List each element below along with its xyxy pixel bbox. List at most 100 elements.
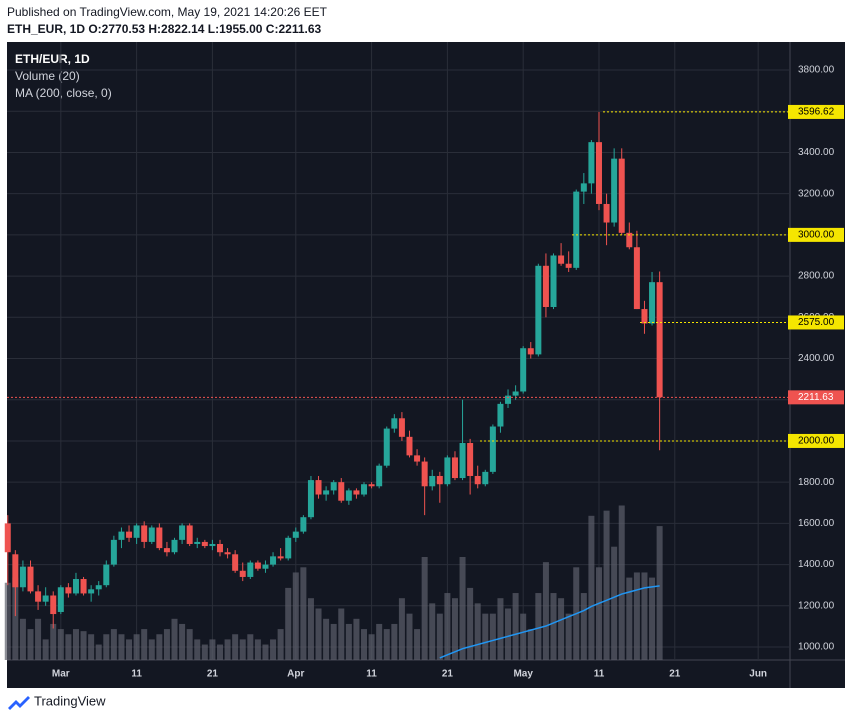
volume-bar: [489, 613, 496, 660]
volume-bar: [171, 618, 178, 660]
candle-body: [383, 428, 390, 466]
candle-body: [580, 183, 587, 192]
candle-body: [429, 475, 436, 487]
candle-body: [262, 564, 269, 569]
volume-bar: [194, 639, 201, 660]
candle-body: [300, 517, 307, 532]
volume-bar: [558, 598, 565, 660]
candle-body: [520, 348, 527, 392]
volume-bar: [368, 634, 375, 660]
candle-body: [224, 552, 231, 555]
candle-body: [451, 457, 458, 479]
volume-bar: [474, 603, 481, 660]
volume-bar: [626, 577, 633, 660]
volume-bar: [414, 629, 421, 660]
volume-bar: [459, 557, 466, 660]
volume-bar: [353, 618, 360, 660]
candle-body: [505, 395, 512, 404]
header: Published on TradingView.com, May 19, 20…: [7, 5, 328, 19]
volume-bar: [330, 623, 337, 660]
x-tick-label: May: [513, 669, 533, 680]
candle-body: [156, 527, 163, 549]
volume-bar: [110, 629, 117, 660]
candle-body: [118, 531, 125, 540]
x-tick-label: 11: [131, 669, 142, 680]
volume-bar: [148, 639, 155, 660]
x-tick-label: 21: [669, 669, 681, 680]
volume-bar: [550, 593, 557, 660]
candle-body: [398, 418, 405, 437]
candle-body: [307, 480, 314, 518]
volume-bar: [216, 644, 223, 660]
volume-bar: [641, 572, 648, 660]
candle-body: [216, 543, 223, 553]
volume-bar: [42, 639, 49, 660]
candle-body: [50, 595, 57, 615]
candle-body: [27, 566, 34, 592]
y-tick-label: 3400.00: [798, 147, 835, 158]
volume-bar: [633, 572, 640, 660]
candle-body: [656, 282, 663, 398]
last-price-bg: [788, 390, 844, 405]
candle-body: [186, 525, 193, 544]
candle-body: [12, 554, 19, 588]
volume-bar: [376, 623, 383, 660]
volume-bar: [201, 644, 208, 660]
volume-bar: [4, 582, 11, 660]
chart-title: ETH/EUR, 1D: [15, 52, 90, 66]
volume-bar: [65, 634, 72, 660]
candle-body: [239, 570, 246, 577]
candle-body: [95, 585, 102, 590]
legend-ma: MA (200, close, 0): [15, 86, 112, 100]
volume-bar: [12, 577, 19, 660]
volume-bar: [103, 634, 110, 660]
volume-bar: [603, 510, 610, 660]
candle-body: [80, 579, 87, 594]
candle-body: [436, 475, 443, 485]
volume-bar: [247, 634, 254, 660]
candle-body: [110, 539, 117, 565]
candle-body: [611, 158, 618, 223]
candle-body: [201, 541, 208, 547]
candle-body: [527, 348, 534, 355]
y-tick-label: 3800.00: [798, 65, 835, 76]
candle-body: [330, 482, 337, 491]
volume-bar: [141, 629, 148, 660]
volume-bar: [383, 629, 390, 660]
candle-body: [285, 537, 292, 559]
candle-body: [148, 527, 155, 542]
candle-body: [626, 232, 633, 248]
candle-body: [565, 263, 572, 268]
volume-bar: [580, 593, 587, 660]
candle-body: [633, 247, 640, 310]
candle-body: [489, 426, 496, 472]
volume-bar: [451, 598, 458, 660]
volume-bar: [482, 613, 489, 660]
candle-body: [376, 465, 383, 487]
volume-bar: [88, 634, 95, 660]
volume-bar: [50, 623, 57, 660]
candle-body: [345, 490, 352, 501]
volume-bar: [323, 618, 330, 660]
candle-body: [103, 564, 110, 586]
logo-icon: [8, 696, 30, 710]
y-tick-label: 2400.00: [798, 353, 835, 364]
volume-bar: [232, 634, 239, 660]
candle-body: [232, 554, 239, 571]
candle-body: [444, 457, 451, 485]
x-tick-label: 11: [366, 669, 377, 680]
candle-body: [474, 475, 481, 485]
candle-body: [542, 265, 549, 308]
volume-bar: [72, 629, 79, 660]
candle-body: [467, 443, 474, 476]
volume-bar: [338, 608, 345, 660]
candle-body: [414, 455, 421, 462]
candle-body: [558, 255, 565, 264]
legend-volume: Volume (20): [15, 69, 80, 83]
level-label-bg: [788, 227, 844, 242]
candle-body: [649, 282, 656, 324]
footer: TradingView: [34, 693, 106, 708]
y-tick-label: 2800.00: [798, 271, 835, 282]
x-tick-label: 11: [594, 669, 605, 680]
candle-body: [315, 480, 322, 495]
